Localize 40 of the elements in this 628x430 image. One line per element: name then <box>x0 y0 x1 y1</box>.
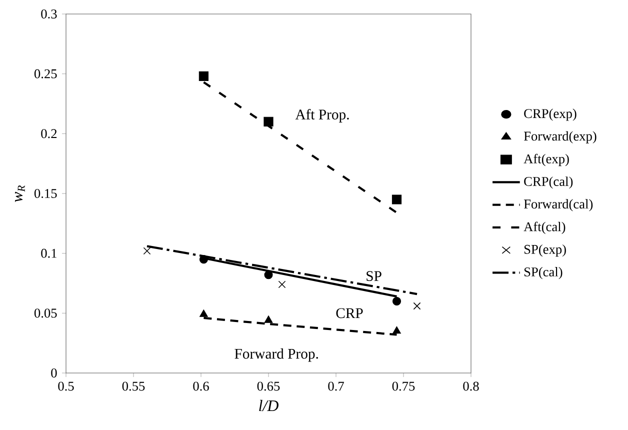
annotation: Aft Prop. <box>295 108 349 122</box>
point <box>392 296 402 306</box>
point <box>278 280 286 288</box>
legend-label: Forward(cal) <box>524 199 593 212</box>
x-tick-label: 0.7 <box>328 382 344 391</box>
point <box>200 310 208 317</box>
legend-label: Aft(exp) <box>524 154 569 166</box>
point <box>264 116 274 127</box>
annotation: CRP <box>336 308 363 318</box>
point <box>198 71 209 82</box>
annotation: Forward Prop. <box>234 348 318 362</box>
point <box>413 302 421 310</box>
legend-label: Forward(exp) <box>524 131 596 144</box>
legend-label: SP(exp) <box>524 244 566 257</box>
point <box>199 255 208 264</box>
point <box>392 326 401 334</box>
x-axis-title: l/D <box>259 400 278 412</box>
y-tick-label: 0.1 <box>41 248 57 258</box>
legend-label: CRP(cal) <box>524 176 573 189</box>
legend-label: CRP(exp) <box>524 108 576 121</box>
annotation: SP <box>366 271 382 281</box>
y-tick-label: 0.05 <box>34 308 57 318</box>
x-tick-label: 0.75 <box>392 382 415 391</box>
y-axis-title: w$_{R}$ <box>15 185 25 202</box>
x-tick-label: 0.5 <box>58 382 74 391</box>
x-tick-label: 0.6 <box>193 382 209 391</box>
y-tick-label: 0.2 <box>41 129 57 138</box>
legend-label: Aft(cal) <box>524 222 566 234</box>
point <box>264 316 273 323</box>
point <box>264 270 273 280</box>
y-tick-label: 0.3 <box>41 9 57 19</box>
point <box>392 194 402 204</box>
x-tick-label: 0.55 <box>122 382 145 391</box>
y-tick-label: 0 <box>51 368 57 378</box>
x-tick-label: 0.8 <box>463 382 479 391</box>
y-tick-label: 0.15 <box>34 188 57 198</box>
point <box>143 247 151 255</box>
x-tick-label: 0.65 <box>257 382 280 391</box>
y-tick-label: 0.25 <box>34 69 57 78</box>
legend-label: SP(cal) <box>524 267 562 280</box>
